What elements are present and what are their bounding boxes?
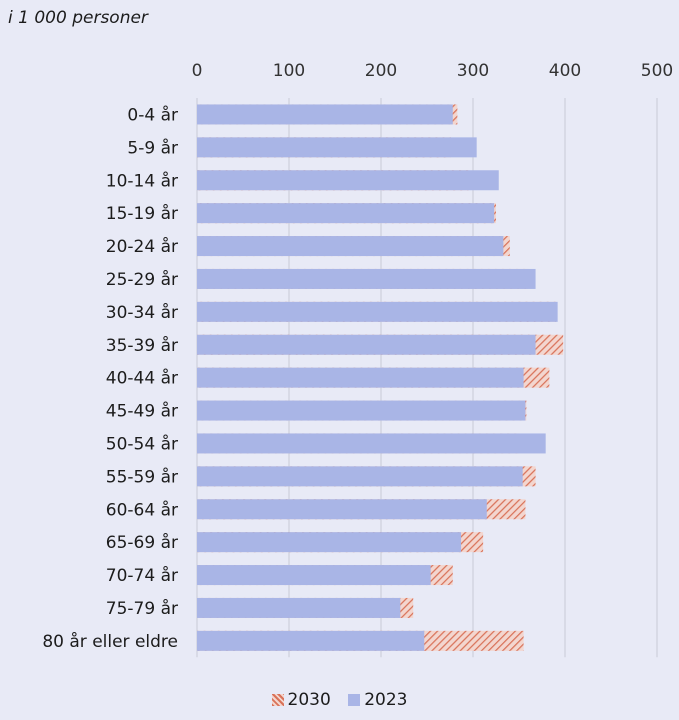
bar-2023 [197, 104, 453, 125]
legend-item-2023: 2023 [348, 690, 407, 710]
bar-2023 [197, 170, 499, 191]
bar-2023 [197, 499, 487, 520]
category-label: 55-59 år [106, 466, 178, 487]
category-label: 10-14 år [106, 170, 178, 191]
bar-2023 [197, 301, 558, 322]
bar-2023 [197, 433, 546, 454]
category-label: 80 år eller eldre [42, 631, 178, 652]
bar-2023 [197, 236, 504, 257]
bar-2023 [197, 400, 526, 421]
bar-2023 [197, 597, 401, 618]
bar-2023 [197, 268, 536, 289]
chart-subtitle: i 1 000 personer [8, 8, 148, 28]
x-tick-label: 100 [273, 61, 305, 81]
legend-swatch-2023 [348, 694, 361, 706]
bar-2023 [197, 203, 495, 224]
x-tick-label: 400 [549, 61, 581, 81]
category-label: 20-24 år [106, 236, 178, 257]
legend-swatch-2030 [271, 694, 284, 706]
category-label: 75-79 år [106, 598, 178, 619]
category-label: 15-19 år [106, 203, 178, 224]
bar-2023 [197, 367, 524, 388]
category-label: 30-34 år [106, 302, 178, 323]
chart-legend: 2030 2023 [0, 690, 679, 711]
bar-chart: 0 100 200 300 400 500 0-4 år 5-9 år 10-14 år 15-… [42, 61, 673, 658]
bar-2023 [197, 137, 477, 158]
category-label: 70-74 år [106, 565, 178, 586]
category-label: 25-29 år [106, 269, 178, 290]
category-label: 60-64 år [106, 499, 178, 520]
x-tick-label: 0 [192, 61, 203, 81]
bar-2023 [197, 532, 462, 553]
bar-2023 [197, 334, 536, 355]
x-tick-label: 200 [365, 61, 397, 81]
x-tick-label: 300 [457, 61, 489, 81]
bar-2023 [197, 630, 425, 651]
category-label: 5-9 år [127, 137, 178, 158]
bar-2023 [197, 565, 431, 586]
category-label: 45-49 år [106, 401, 178, 422]
legend-item-2030: 2030 [271, 690, 331, 710]
category-label: 40-44 år [106, 368, 178, 389]
bar-2023 [197, 466, 523, 487]
legend-label-2030: 2030 [287, 690, 331, 710]
category-label: 35-39 år [106, 335, 178, 356]
category-label: 50-54 år [106, 433, 178, 454]
legend-label-2023: 2023 [364, 690, 408, 710]
category-label: 0-4 år [127, 104, 178, 125]
x-tick-label: 500 [641, 61, 673, 81]
category-label: 65-69 år [106, 532, 178, 553]
